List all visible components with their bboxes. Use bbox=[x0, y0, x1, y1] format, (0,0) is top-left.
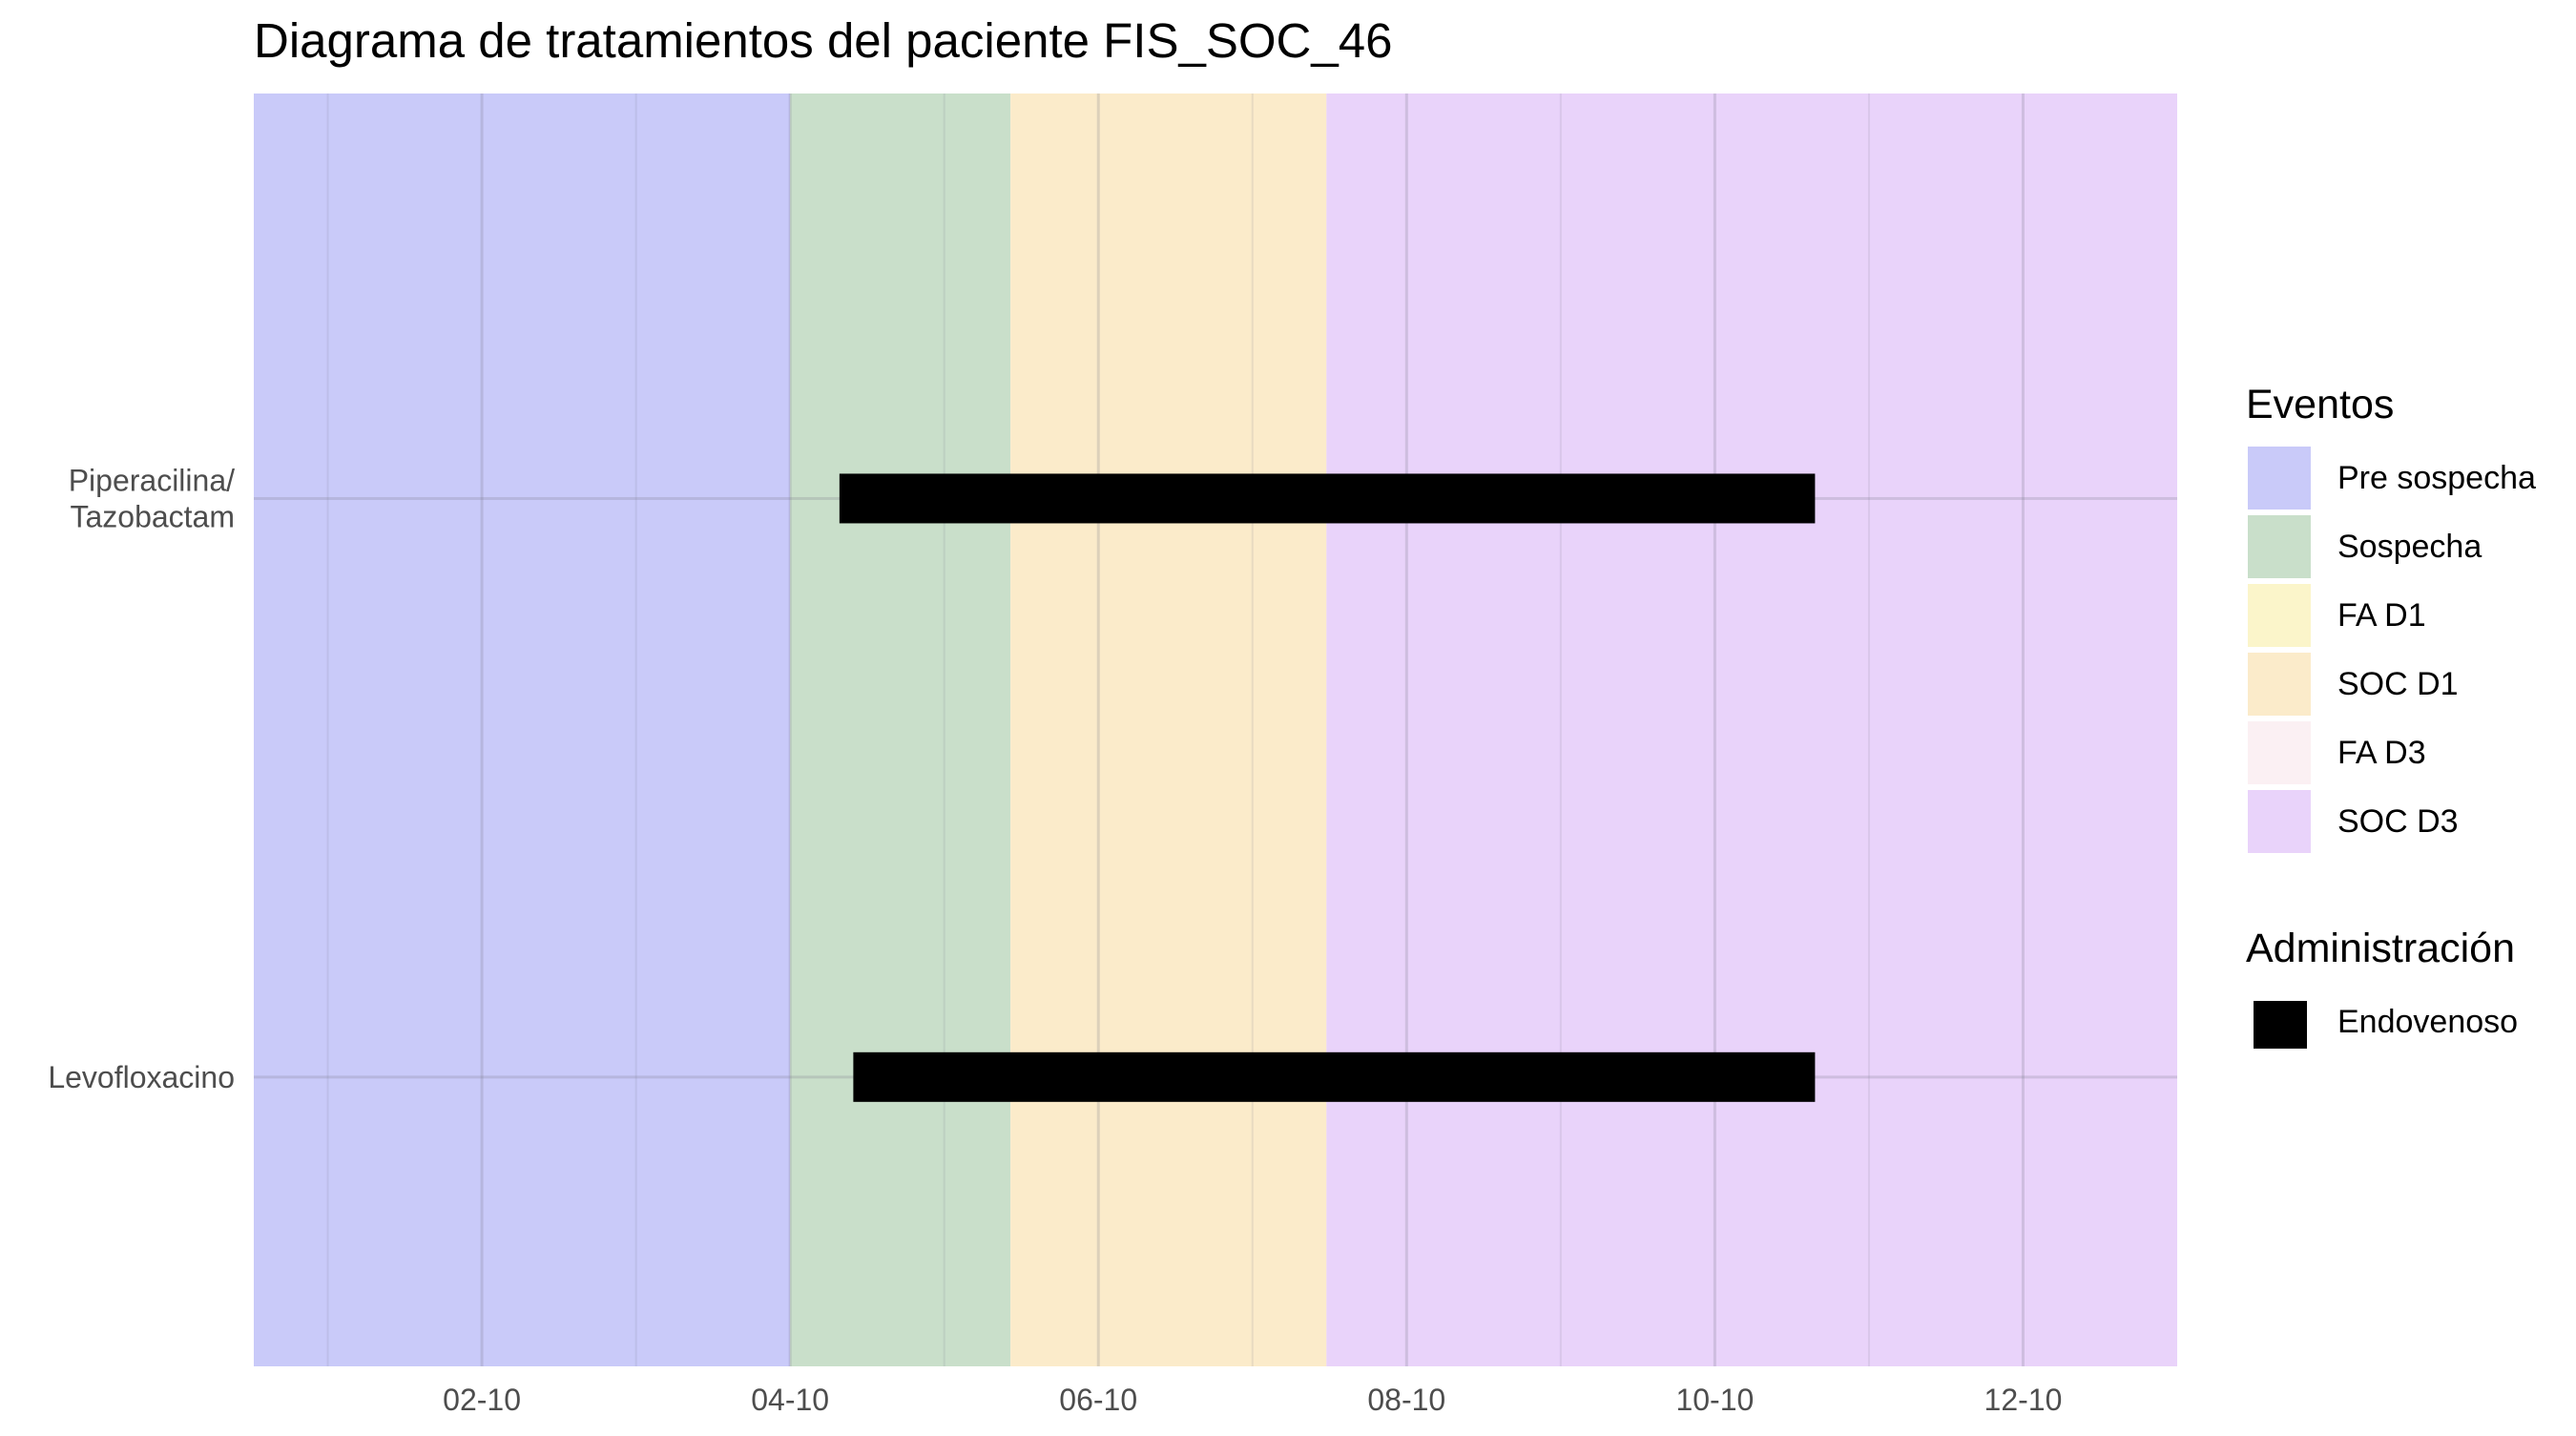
x-tick-label: 02-10 bbox=[443, 1383, 521, 1417]
legend-key bbox=[2248, 653, 2311, 716]
treatment-bar bbox=[853, 1051, 1816, 1102]
x-tick-label: 12-10 bbox=[1984, 1383, 2063, 1417]
y-axis-ticks: Piperacilina/Tazobactam Levofloxacino bbox=[48, 463, 235, 1093]
x-tick-label: 10-10 bbox=[1675, 1383, 1754, 1417]
x-tick-label: 06-10 bbox=[1059, 1383, 1137, 1417]
y-tick-label: Levofloxacino bbox=[48, 1060, 235, 1094]
legend-label: FA D1 bbox=[2337, 597, 2426, 634]
event-band bbox=[790, 94, 1011, 1366]
chart-title: Diagrama de tratamientos del paciente FI… bbox=[254, 13, 1392, 68]
event-bands bbox=[254, 94, 2177, 1366]
event-band bbox=[1326, 94, 2177, 1366]
y-tick-label-line: Levofloxacino bbox=[48, 1060, 235, 1094]
legend-key bbox=[2248, 447, 2311, 510]
x-tick-label: 04-10 bbox=[751, 1383, 829, 1417]
legend-label: Sospecha bbox=[2337, 529, 2482, 565]
legend-key bbox=[2254, 1001, 2307, 1049]
legend-label: Endovenoso bbox=[2337, 1004, 2518, 1040]
legend-label: Pre sospecha bbox=[2337, 460, 2536, 496]
y-tick-label-line: Piperacilina/ bbox=[69, 463, 235, 497]
x-tick-label: 08-10 bbox=[1367, 1383, 1445, 1417]
legends: Eventos Pre sospecha Sospecha FA D1 SOC D1 FA… bbox=[2246, 382, 2536, 1049]
treatment-bars bbox=[839, 473, 1816, 1102]
legend-key bbox=[2248, 790, 2311, 853]
legend-key bbox=[2248, 584, 2311, 647]
event-band bbox=[1010, 94, 1327, 1366]
legend-label: SOC D3 bbox=[2337, 803, 2459, 840]
legend-key bbox=[2248, 515, 2311, 578]
y-tick-label-line: Tazobactam bbox=[70, 499, 235, 533]
legend-label: FA D3 bbox=[2337, 735, 2426, 771]
x-axis-ticks: 02-10 04-10 06-10 08-10 10-10 12-10 bbox=[443, 1383, 2062, 1417]
legend-key bbox=[2248, 721, 2311, 784]
legend-title: Administración bbox=[2246, 926, 2515, 971]
legend-title: Eventos bbox=[2246, 382, 2394, 427]
treatment-bar bbox=[839, 473, 1816, 524]
event-band bbox=[254, 94, 791, 1366]
legend-label: SOC D1 bbox=[2337, 666, 2459, 702]
y-tick-label: Piperacilina/Tazobactam bbox=[69, 463, 235, 533]
